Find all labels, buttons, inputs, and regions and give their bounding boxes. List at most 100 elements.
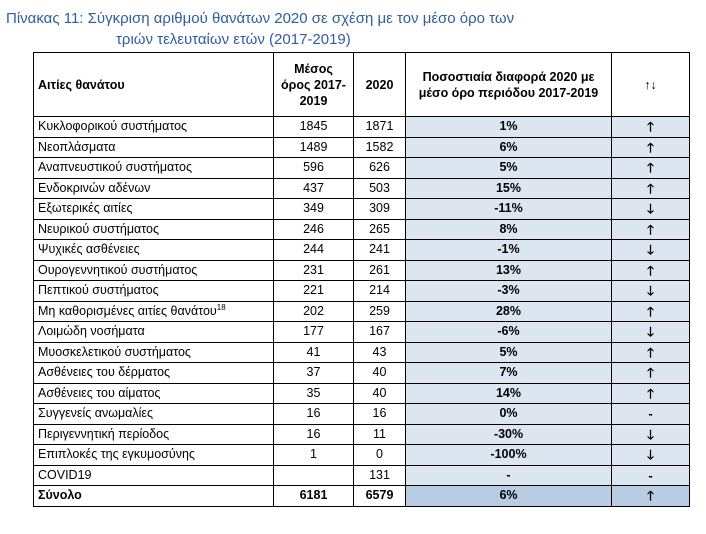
value-2020-cell: 1871 — [353, 116, 406, 138]
trend-arrow: - — [611, 464, 690, 486]
total-2020: 6579 — [353, 485, 406, 507]
percent-diff-cell-text: - — [506, 467, 511, 482]
cause-cell: Ασθένειες του δέρματος — [33, 362, 274, 384]
trend-arrow: 🡑 — [611, 157, 690, 179]
trend-arrow-text: 🡓 — [647, 324, 654, 340]
trend-arrow: 🡑 — [611, 382, 690, 404]
value-2020-cell-text: 309 — [369, 201, 390, 216]
trend-arrow: 🡑 — [611, 136, 690, 158]
percent-diff-cell: 14% — [405, 382, 612, 404]
cause-cell: Λοιμώδη νοσήματα — [33, 321, 274, 343]
average-cell-text: 1 — [310, 447, 317, 462]
cause-cell: Αναπνευστικού συστήματος — [33, 157, 274, 179]
percent-diff-cell-text: -3% — [497, 283, 520, 298]
percent-diff-cell: 8% — [405, 218, 612, 240]
trend-arrow: 🡑 — [611, 259, 690, 281]
percent-diff-cell: -6% — [405, 321, 612, 343]
table-row: Πεπτικού συστήματος 221 214 -3% 🡓 — [33, 280, 690, 302]
value-2020-cell: 259 — [353, 300, 406, 322]
value-2020-cell: 261 — [353, 259, 406, 281]
percent-diff-cell-text: -100% — [490, 447, 527, 462]
total-trend-arrow: 🡑 — [611, 485, 690, 507]
cause-cell-text: Επιπλοκές της εγκυμοσύνης — [38, 447, 195, 462]
table-row: Κυκλοφορικού συστήματος 1845 1871 1% 🡑 — [33, 116, 690, 138]
average-cell-text: 349 — [303, 201, 324, 216]
footnote-marker: 18 — [216, 302, 226, 312]
cause-cell-text: Εξωτερικές αιτίες — [38, 201, 133, 216]
value-2020-cell: 309 — [353, 198, 406, 220]
cause-cell: Συγγενείς ανωμαλίες — [33, 403, 274, 425]
percent-diff-cell-text: 15% — [495, 180, 522, 195]
value-2020-cell: 626 — [353, 157, 406, 179]
table-row: Λοιμώδη νοσήματα 177 167 -6% 🡓 — [33, 321, 690, 343]
trend-arrow-text: 🡑 — [647, 160, 654, 176]
value-2020-cell-text: 0 — [376, 447, 383, 462]
value-2020-cell: 0 — [353, 444, 406, 466]
table-row: Νεοπλάσματα 1489 1582 6% 🡑 — [33, 136, 690, 158]
cause-cell: Νευρικού συστήματος — [33, 218, 274, 240]
percent-diff-cell-text: -6% — [497, 324, 520, 339]
trend-arrow: 🡑 — [611, 218, 690, 240]
value-2020-cell-text: 16 — [372, 406, 387, 421]
trend-arrow: 🡓 — [611, 444, 690, 466]
value-2020-cell-text: 265 — [369, 221, 390, 236]
value-2020-cell: 131 — [353, 464, 406, 486]
trend-arrow: 🡑 — [611, 341, 690, 363]
deaths-comparison-table: Αιτίες θανάτου Μέσος όρος 2017-2019 2020… — [33, 52, 690, 507]
percent-diff-cell: -100% — [405, 444, 612, 466]
percent-diff-cell-text: 0% — [499, 406, 518, 421]
value-2020-cell: 11 — [353, 423, 406, 445]
percent-diff-cell: -30% — [405, 423, 612, 445]
header-trend: ↑↓ — [611, 52, 690, 117]
cause-cell: COVID19 — [33, 464, 274, 486]
trend-arrow-text: 🡑 — [647, 385, 654, 401]
average-cell: 35 — [273, 382, 354, 404]
cause-cell: Νεοπλάσματα — [33, 136, 274, 158]
cause-cell-text: Περιγεννητική περίοδος — [38, 426, 170, 441]
percent-diff-cell: 28% — [405, 300, 612, 322]
total-row: Σύνολο 6181 6579 6% 🡑 — [33, 485, 690, 507]
average-cell-text: 1845 — [299, 119, 328, 134]
trend-arrow-text: 🡓 — [647, 426, 654, 442]
average-cell-text: 202 — [303, 303, 324, 318]
average-cell-text: 16 — [306, 426, 321, 441]
cause-cell-text: Πεπτικού συστήματος — [38, 283, 159, 298]
value-2020-cell: 265 — [353, 218, 406, 240]
trend-arrow-text: 🡑 — [647, 262, 654, 278]
total-percent-diff: 6% — [405, 485, 612, 507]
average-cell: 246 — [273, 218, 354, 240]
value-2020-cell: 214 — [353, 280, 406, 302]
percent-diff-cell: -1% — [405, 239, 612, 261]
cause-cell-text: COVID19 — [38, 467, 92, 482]
trend-arrow-text: 🡑 — [647, 139, 654, 155]
cause-cell-text: Κυκλοφορικού συστήματος — [38, 119, 188, 134]
percent-diff-cell-text: -11% — [494, 201, 523, 216]
average-cell: 221 — [273, 280, 354, 302]
value-2020-cell: 40 — [353, 362, 406, 384]
cause-cell-text: Συγγενείς ανωμαλίες — [38, 406, 154, 421]
percent-diff-cell-text: 13% — [495, 262, 522, 277]
average-cell: 437 — [273, 177, 354, 199]
value-2020-cell-text: 40 — [372, 385, 387, 400]
average-cell-text: 231 — [303, 262, 324, 277]
cause-cell-text: Νεοπλάσματα — [38, 139, 116, 154]
average-cell: 1845 — [273, 116, 354, 138]
trend-arrow-text: 🡓 — [647, 447, 654, 463]
value-2020-cell-text: 131 — [369, 467, 390, 482]
value-2020-cell-text: 1871 — [365, 119, 394, 134]
table-row: Ασθένειες του αίματος 35 40 14% 🡑 — [33, 382, 690, 404]
percent-diff-cell-text: 5% — [499, 160, 518, 175]
average-cell-text: 177 — [303, 324, 324, 339]
average-cell: 1 — [273, 444, 354, 466]
cause-cell-text: Νευρικού συστήματος — [38, 221, 160, 236]
average-cell-text: 244 — [303, 242, 324, 257]
header-cause: Αιτίες θανάτου — [33, 52, 274, 117]
cause-cell-text: Ψυχικές ασθένειες — [38, 242, 140, 257]
percent-diff-cell: 5% — [405, 341, 612, 363]
value-2020-cell-text: 259 — [369, 303, 390, 318]
cause-cell: Κυκλοφορικού συστήματος — [33, 116, 274, 138]
table-header-row: Αιτίες θανάτου Μέσος όρος 2017-2019 2020… — [33, 52, 690, 117]
average-cell: 41 — [273, 341, 354, 363]
table-row: Νευρικού συστήματος 246 265 8% 🡑 — [33, 218, 690, 240]
trend-arrow: 🡓 — [611, 239, 690, 261]
